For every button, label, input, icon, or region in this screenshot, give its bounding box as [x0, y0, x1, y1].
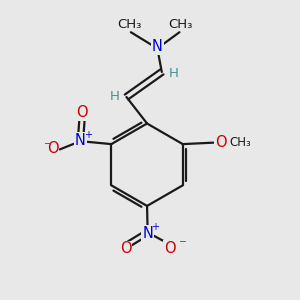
Text: CH₃: CH₃ — [117, 18, 142, 31]
Text: ⁻: ⁻ — [43, 139, 50, 154]
Text: CH₃: CH₃ — [169, 18, 193, 31]
Text: N: N — [75, 133, 86, 148]
Text: ⁻: ⁻ — [178, 238, 186, 253]
Text: H: H — [110, 90, 120, 103]
Text: O: O — [76, 105, 88, 120]
Text: +: + — [151, 222, 159, 232]
Text: O: O — [47, 141, 58, 156]
Text: +: + — [84, 130, 92, 140]
Text: O: O — [215, 134, 227, 149]
Text: N: N — [142, 226, 153, 241]
Text: CH₃: CH₃ — [229, 136, 251, 148]
Text: O: O — [164, 241, 176, 256]
Text: H: H — [168, 67, 178, 80]
Text: N: N — [152, 39, 163, 54]
Text: O: O — [120, 242, 132, 256]
